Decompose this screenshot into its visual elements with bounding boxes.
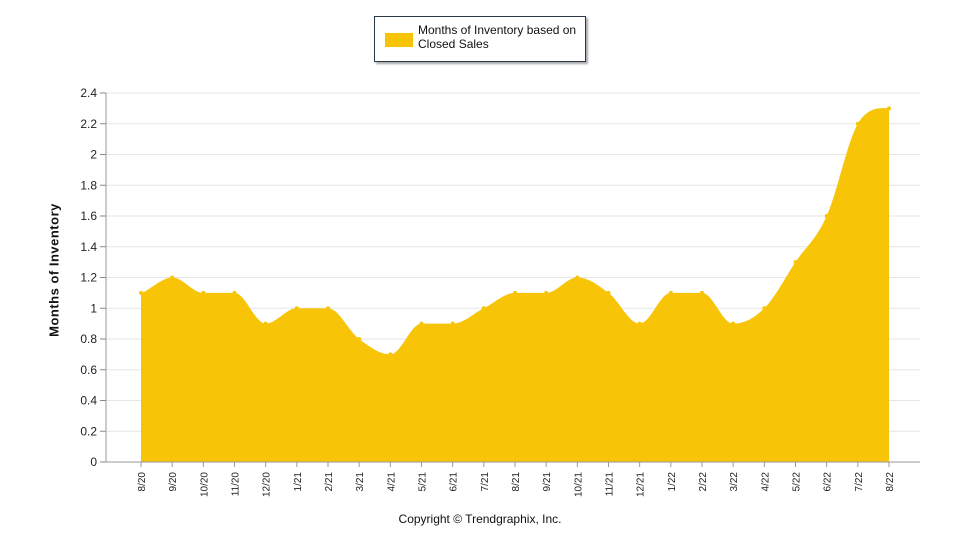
x-tick-label: 10/21: [573, 472, 584, 497]
y-tick-labels: 0 0.2 0.4 0.6 0.8 1 1.2 1.4 1.6 1.8 2 2.2 2.4: [80, 86, 97, 469]
x-tick-label: 7/22: [854, 472, 865, 492]
x-tick-label: 9/21: [542, 472, 553, 492]
data-point: [824, 214, 829, 218]
data-point: [170, 275, 175, 280]
data-point: [887, 106, 891, 111]
data-point: [481, 306, 486, 311]
x-tick-label: 6/21: [449, 472, 460, 492]
data-point: [793, 260, 798, 265]
data-point: [700, 290, 704, 295]
x-tick-label: 12/20: [262, 472, 273, 497]
y-tick-label: 2: [90, 148, 97, 162]
x-tick-label: 1/21: [293, 472, 304, 492]
legend-label: Months of Inventory based on Closed Sale…: [418, 23, 577, 51]
x-tick-label: 10/20: [199, 472, 210, 497]
data-point: [419, 321, 424, 326]
x-tick-label: 7/21: [480, 472, 491, 492]
y-tick-label: 0.8: [80, 332, 97, 346]
y-tick-label: 1.2: [80, 271, 97, 285]
y-tick-label: 2.4: [80, 86, 97, 100]
y-tick-label: 0: [90, 455, 97, 469]
data-point: [762, 306, 767, 311]
legend: Months of Inventory based on Closed Sale…: [374, 16, 586, 62]
x-tick-label: 8/21: [511, 472, 522, 492]
y-tick-label: 1.8: [80, 178, 97, 192]
y-tick-label: 1.4: [80, 240, 97, 254]
data-point: [294, 306, 299, 311]
x-tick-label: 8/20: [137, 472, 148, 492]
axes: [100, 92, 920, 467]
x-tick-label: 4/21: [386, 472, 397, 492]
data-point: [668, 290, 673, 295]
x-tick-label: 9/20: [168, 472, 179, 492]
data-point: [855, 121, 860, 126]
area-series: [139, 106, 891, 463]
y-tick-label: 1: [90, 301, 97, 315]
x-tick-label: 1/22: [667, 472, 678, 492]
data-point: [637, 321, 642, 326]
x-tick-labels: 8/20 9/20 10/20 11/20 12/20 1/21 2/21 3/21 4/21 5…: [137, 472, 896, 497]
data-point: [513, 290, 517, 295]
x-tick-label: 2/22: [698, 472, 709, 492]
data-point: [232, 290, 237, 295]
data-point: [731, 321, 736, 326]
y-tick-label: 0.2: [80, 424, 97, 438]
data-point: [263, 321, 268, 326]
data-point: [139, 290, 143, 295]
x-tick-label: 3/22: [729, 472, 740, 492]
data-point: [326, 306, 330, 311]
y-axis-title: Months of Inventory: [46, 203, 62, 337]
data-point: [450, 321, 455, 326]
y-tick-label: 0.4: [80, 394, 97, 408]
x-tick-label: 6/22: [823, 472, 834, 492]
data-point: [606, 290, 611, 295]
data-point: [575, 275, 580, 280]
area-fill: [141, 108, 889, 463]
x-tick-label: 4/22: [760, 472, 771, 492]
x-tick-label: 11/21: [605, 472, 616, 497]
x-tick-label: 3/21: [355, 472, 366, 492]
y-tick-label: 1.6: [80, 209, 97, 223]
y-tick-label: 0.6: [80, 363, 97, 377]
y-tick-label: 2.2: [80, 117, 97, 131]
x-tick-label: 2/21: [324, 472, 335, 492]
data-point: [201, 290, 206, 295]
x-tick-label: 5/21: [418, 472, 429, 492]
x-tick-label: 11/20: [231, 472, 242, 497]
data-point: [357, 337, 362, 341]
copyright: Copyright © Trendgraphix, Inc.: [398, 512, 562, 526]
legend-swatch: [385, 33, 413, 47]
data-point: [388, 352, 393, 357]
x-tick-label: 12/21: [636, 472, 647, 497]
x-tick-label: 8/22: [885, 472, 896, 492]
x-tick-label: 5/22: [792, 472, 803, 492]
data-point: [544, 290, 549, 295]
